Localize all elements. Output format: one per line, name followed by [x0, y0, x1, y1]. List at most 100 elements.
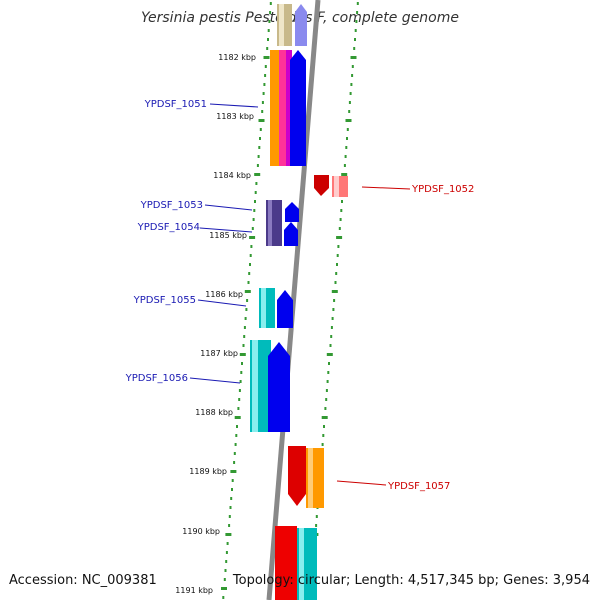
scale-tick — [264, 65, 267, 68]
genome-summary-text: Topology: circular; Length: 4,517,345 bp… — [232, 573, 590, 588]
scale-tick — [256, 164, 259, 167]
gene-feature[interactable] — [279, 50, 286, 166]
scale-tick — [353, 47, 356, 50]
gene-label-ypdsf-1053[interactable]: YPDSF_1053 — [140, 200, 203, 211]
scale-tick — [261, 101, 264, 104]
gene-label-connector — [197, 299, 247, 307]
gene-feature[interactable] — [261, 288, 266, 328]
gene-feature[interactable] — [275, 526, 297, 600]
scale-tick — [329, 344, 332, 347]
scale-tick — [239, 353, 246, 356]
scale-tick — [238, 389, 241, 392]
scale-tick — [264, 74, 267, 77]
scale-tick — [228, 524, 231, 527]
gene-feature[interactable] — [295, 4, 307, 46]
scale-tick — [354, 38, 356, 41]
gene-feature[interactable] — [299, 528, 304, 600]
scale-tick — [225, 560, 228, 563]
scale-track-left — [221, 2, 272, 599]
gene-feature[interactable] — [290, 50, 306, 166]
scale-tick — [231, 488, 233, 491]
scale-tick — [247, 281, 250, 284]
scale-tick — [341, 173, 348, 176]
scale-tick — [243, 335, 246, 338]
gene-feature[interactable] — [270, 50, 279, 166]
scale-tick — [345, 146, 348, 149]
scale-tick — [336, 254, 339, 257]
scale-tick — [234, 416, 241, 419]
scale-tick — [324, 407, 327, 410]
scale-tick — [333, 299, 336, 302]
scale-tick — [234, 443, 237, 446]
scale-tick — [321, 443, 324, 446]
scale-tick — [236, 425, 238, 428]
gene-label-connector — [209, 103, 259, 108]
scale-tick — [345, 119, 352, 122]
gene-feature[interactable] — [308, 448, 313, 508]
scale-tick — [268, 20, 271, 23]
scale-tick — [235, 434, 238, 437]
gene-label-ypdsf-1051[interactable]: YPDSF_1051 — [144, 99, 207, 110]
scale-tick — [355, 20, 358, 23]
scale-tick — [325, 389, 328, 392]
scale-tick — [336, 263, 338, 266]
gene-label-connector — [361, 186, 411, 190]
scale-tick — [325, 398, 328, 401]
scale-tick — [328, 362, 330, 365]
gene-feature[interactable] — [288, 446, 306, 506]
gene-feature[interactable] — [334, 176, 339, 197]
gene-feature[interactable] — [314, 175, 329, 196]
scale-tick — [238, 398, 241, 401]
gene-feature[interactable] — [268, 200, 272, 246]
gene-feature[interactable] — [284, 222, 298, 246]
gene-label-ypdsf-1055[interactable]: YPDSF_1055 — [133, 295, 196, 306]
scale-tick — [343, 164, 346, 167]
scale-label: 1189 kbp — [189, 467, 227, 476]
gene-feature[interactable] — [277, 290, 293, 328]
scale-tick — [257, 155, 260, 158]
scale-tick — [262, 92, 265, 95]
gene-label-ypdsf-1056[interactable]: YPDSF_1056 — [125, 373, 188, 384]
scale-tick — [327, 371, 330, 374]
gene-label-ypdsf-1054[interactable]: YPDSF_1054 — [137, 222, 200, 233]
scale-tick — [269, 2, 272, 5]
scale-tick — [322, 434, 325, 437]
scale-tick — [344, 155, 347, 158]
scale-tick — [251, 227, 254, 230]
scale-tick — [330, 335, 333, 338]
gene-feature[interactable] — [285, 202, 299, 222]
gene-feature[interactable] — [268, 342, 290, 432]
scale-tick — [258, 119, 265, 122]
gene-feature[interactable] — [252, 340, 258, 432]
scale-label: 1187 kbp — [200, 349, 238, 358]
scale-tick — [225, 551, 228, 554]
gene-feature[interactable] — [279, 4, 284, 46]
scale-tick — [351, 74, 354, 77]
gene-feature[interactable] — [286, 50, 292, 166]
scale-label: 1190 kbp — [182, 527, 220, 536]
scale-tick — [222, 596, 225, 599]
scale-tick — [244, 317, 247, 320]
scale-tick — [334, 281, 337, 284]
gene-label-ypdsf-1057[interactable]: YPDSF_1057 — [387, 481, 450, 492]
scale-tick — [341, 200, 343, 203]
scale-tick — [231, 479, 234, 482]
gene-label-ypdsf-1052[interactable]: YPDSF_1052 — [411, 184, 474, 195]
scale-tick — [332, 308, 335, 311]
scale-tick — [354, 29, 357, 32]
scale-tick — [331, 290, 338, 293]
scale-tick — [245, 308, 248, 311]
scale-tick — [340, 209, 343, 212]
scale-tick — [339, 218, 342, 221]
scale-tick — [348, 110, 351, 113]
scale-tick — [335, 272, 338, 275]
scale-tick — [323, 425, 325, 428]
scale-tick — [226, 542, 229, 545]
scale-tick — [239, 380, 242, 383]
scale-tick — [254, 191, 257, 194]
scale-label: 1191 kbp — [175, 586, 213, 595]
scale-tick — [252, 218, 255, 221]
scale-tick — [350, 83, 353, 86]
scale-label: 1182 kbp — [218, 53, 256, 62]
